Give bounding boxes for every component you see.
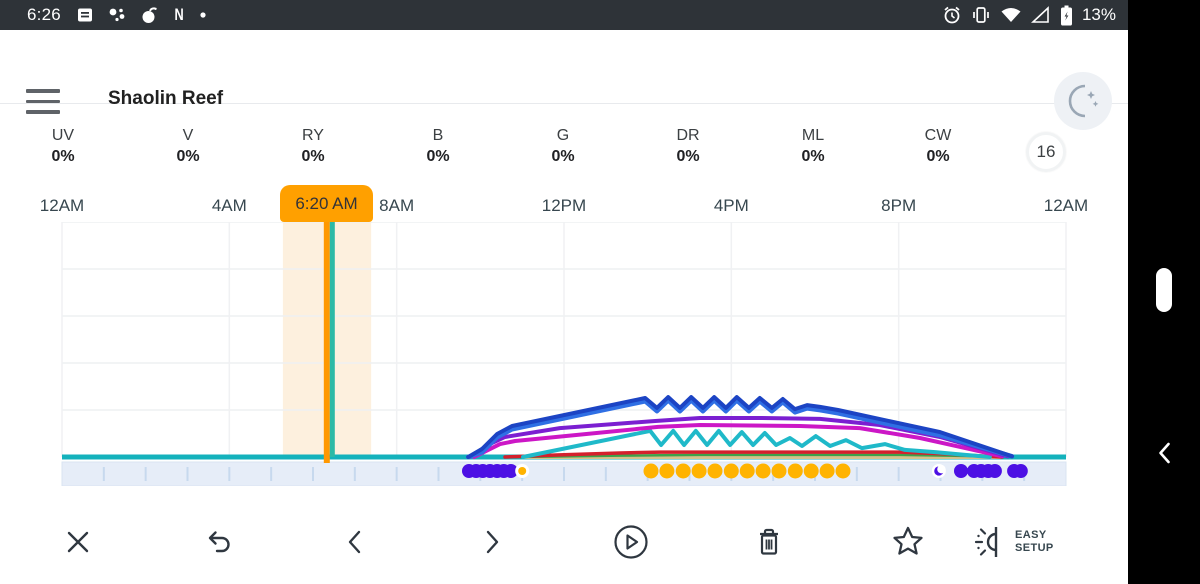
bomb-icon — [142, 6, 157, 23]
series-magenta — [472, 423, 1004, 459]
channel-ml[interactable]: ML 0% — [768, 126, 858, 168]
time-tick-label: 4PM — [713, 196, 749, 215]
channel-label: CW — [924, 127, 952, 144]
back-chevron-icon — [1159, 442, 1170, 464]
channel-value: 0% — [676, 148, 700, 165]
play-button[interactable] — [607, 518, 655, 566]
message-icon — [77, 8, 92, 21]
time-tick-label: 12PM — [541, 196, 587, 215]
alarm-icon — [944, 6, 960, 24]
status-bar: 6:26 N 13% — [0, 0, 1200, 30]
channel-value: 0% — [551, 148, 575, 165]
channel-label: B — [432, 127, 444, 144]
cell-signal-icon — [1030, 6, 1049, 23]
previous-button[interactable] — [331, 518, 379, 566]
easy-setup-icon — [974, 527, 998, 557]
vibrate-icon — [973, 7, 989, 23]
assistant-dots-icon — [109, 8, 125, 22]
trash-icon — [760, 528, 778, 555]
series-teal — [521, 428, 992, 459]
easy-setup-label: EASY SETUP — [1015, 529, 1054, 554]
timeline-axis: 6:20 AM 12AM 4AM 8AM 12PM 4PM 8PM 12AM — [0, 185, 1128, 222]
dot-icon — [200, 12, 206, 18]
favorite-button[interactable] — [884, 518, 932, 566]
page-title: Shaolin Reef — [108, 88, 224, 109]
channel-value: 0% — [926, 148, 950, 165]
netflix-n-icon: N — [174, 5, 184, 24]
channel-label: DR — [676, 127, 700, 144]
delete-button[interactable] — [745, 518, 793, 566]
time-tick-label: 4AM — [211, 196, 247, 215]
channel-bar: UV 0% V 0% RY 0% B 0% G 0% DR 0% ML 0% CW 0% — [0, 126, 1128, 182]
channel-label: ML — [801, 127, 825, 144]
channel-value: 0% — [51, 148, 75, 165]
series-blue — [466, 395, 1014, 459]
channel-uv[interactable]: UV 0% — [18, 126, 108, 168]
channel-b[interactable]: B 0% — [393, 126, 483, 168]
channel-cw[interactable]: CW 0% — [893, 126, 983, 168]
current-time-line-orange — [323, 222, 330, 463]
series-blue-outer — [465, 398, 1015, 460]
time-tick-label: 12AM — [39, 196, 85, 215]
channel-label: UV — [51, 127, 75, 144]
system-side-panel — [1128, 0, 1200, 584]
schedule-chart[interactable] — [0, 221, 1128, 487]
channel-ry[interactable]: RY 0% — [268, 126, 358, 168]
channel-g[interactable]: G 0% — [518, 126, 608, 168]
chart-svg — [61, 221, 1067, 487]
channel-label: G — [556, 127, 570, 144]
channel-value: 0% — [426, 148, 450, 165]
night-mode-button[interactable] — [1054, 72, 1112, 130]
series-green — [513, 453, 1002, 459]
close-button[interactable] — [54, 518, 102, 566]
scroll-pill[interactable] — [1156, 268, 1172, 312]
app-bar: Shaolin Reef — [0, 30, 1128, 130]
close-icon — [67, 531, 89, 553]
wifi-icon — [1001, 8, 1021, 22]
orange-ring-dot — [515, 464, 530, 478]
undo-button[interactable] — [194, 518, 242, 566]
night-mode-moon-icon — [1068, 84, 1099, 118]
indigo-morning-dots — [462, 464, 518, 478]
channel-v[interactable]: V 0% — [143, 126, 233, 168]
time-tick-label: 8PM — [881, 196, 917, 215]
current-time-line-teal — [329, 222, 335, 457]
indigo-evening-dots — [954, 464, 1028, 478]
play-icon — [614, 525, 648, 559]
battery-charging-icon — [1060, 5, 1072, 25]
chevron-right-icon — [486, 530, 499, 554]
channel-label: RY — [302, 127, 324, 144]
channel-dr[interactable]: DR 0% — [643, 126, 733, 168]
orange-midday-dots — [643, 463, 851, 479]
easy-setup-button[interactable]: EASY SETUP — [972, 518, 1054, 566]
next-button[interactable] — [468, 518, 516, 566]
back-button[interactable] — [1153, 440, 1177, 471]
day-count-badge[interactable]: 16 — [1026, 132, 1066, 172]
star-icon — [893, 526, 923, 555]
status-time: 6:26 — [27, 5, 61, 24]
channel-value: 0% — [176, 148, 200, 165]
time-tick-label: 12AM — [1043, 196, 1089, 215]
moon-phase-marker — [931, 464, 946, 478]
menu-icon[interactable] — [26, 89, 60, 115]
chevron-left-icon — [348, 530, 361, 554]
channel-value: 0% — [801, 148, 825, 165]
channel-value: 0% — [301, 148, 325, 165]
current-time-badge[interactable]: 6:20 AM — [280, 185, 373, 222]
time-tick-label: 8AM — [379, 196, 415, 215]
undo-icon — [208, 531, 230, 553]
battery-percent: 13% — [1081, 5, 1116, 24]
channel-label: V — [182, 127, 194, 144]
bottom-toolbar: EASY SETUP — [0, 500, 1128, 584]
